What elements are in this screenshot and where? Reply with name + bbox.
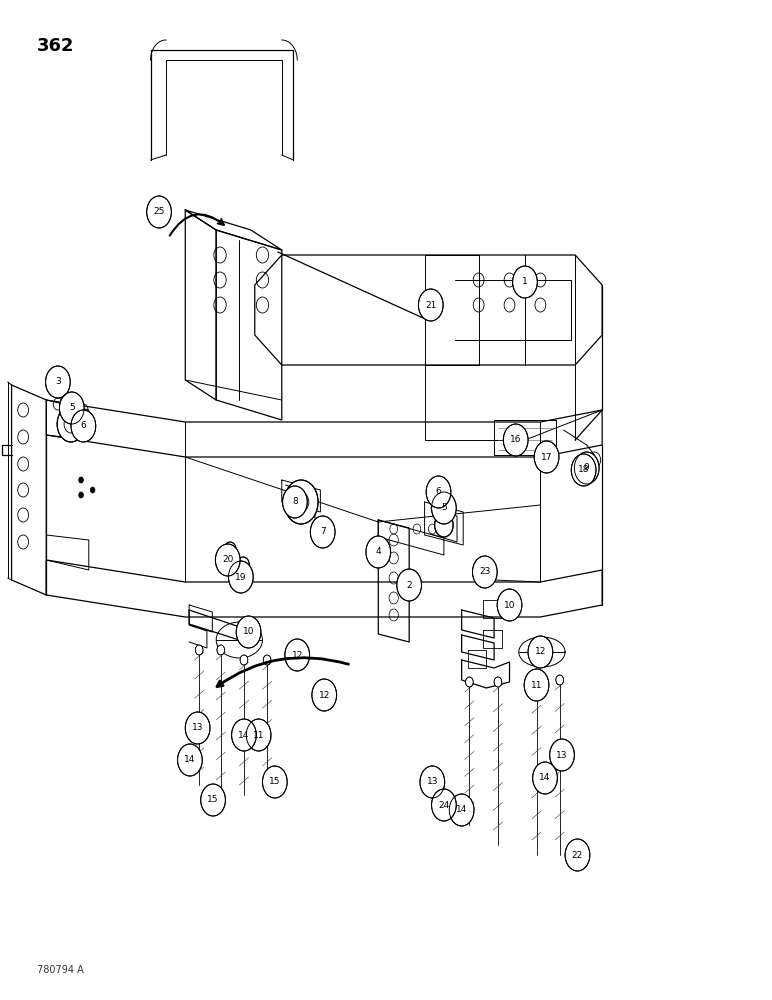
Text: 3: 3 xyxy=(55,377,61,386)
Circle shape xyxy=(71,410,96,442)
Circle shape xyxy=(513,266,537,298)
Text: 19: 19 xyxy=(235,572,246,582)
Circle shape xyxy=(246,719,271,751)
Circle shape xyxy=(224,542,236,558)
Circle shape xyxy=(310,516,335,548)
Circle shape xyxy=(449,794,474,826)
Text: 12: 12 xyxy=(319,690,330,700)
Circle shape xyxy=(565,839,590,871)
Text: 780794 A: 780794 A xyxy=(37,965,84,975)
Text: 5: 5 xyxy=(441,504,447,512)
Circle shape xyxy=(195,645,203,655)
Circle shape xyxy=(418,289,443,321)
Text: 9: 9 xyxy=(584,464,590,473)
Text: 15: 15 xyxy=(208,796,218,804)
Text: 10: 10 xyxy=(243,628,254,637)
Text: 10: 10 xyxy=(504,600,515,609)
Circle shape xyxy=(503,424,528,456)
Circle shape xyxy=(571,454,596,486)
Circle shape xyxy=(57,406,85,442)
Text: 11: 11 xyxy=(253,730,264,740)
Circle shape xyxy=(217,645,225,655)
Text: 23: 23 xyxy=(479,568,490,576)
Circle shape xyxy=(79,492,83,498)
Circle shape xyxy=(232,719,256,751)
Circle shape xyxy=(534,441,559,473)
Circle shape xyxy=(284,480,318,524)
Text: 13: 13 xyxy=(192,724,203,732)
Circle shape xyxy=(533,762,557,794)
Circle shape xyxy=(237,557,249,573)
Text: 7: 7 xyxy=(320,528,326,536)
Circle shape xyxy=(574,452,599,484)
Circle shape xyxy=(236,616,261,648)
Circle shape xyxy=(432,789,456,821)
Circle shape xyxy=(528,636,553,668)
Text: 5: 5 xyxy=(69,403,75,412)
Text: 11: 11 xyxy=(531,680,542,690)
Circle shape xyxy=(240,655,248,665)
Circle shape xyxy=(201,784,225,816)
Circle shape xyxy=(59,392,84,424)
Circle shape xyxy=(397,569,422,601)
Circle shape xyxy=(494,677,502,687)
Circle shape xyxy=(524,669,549,701)
Circle shape xyxy=(435,513,453,537)
Circle shape xyxy=(215,544,240,576)
Text: 6: 6 xyxy=(435,488,442,496)
Circle shape xyxy=(185,712,210,744)
Circle shape xyxy=(79,477,83,483)
Text: 21: 21 xyxy=(425,300,436,310)
Circle shape xyxy=(497,589,522,621)
Circle shape xyxy=(556,675,564,685)
Circle shape xyxy=(262,766,287,798)
Text: 6: 6 xyxy=(80,422,86,430)
Text: 14: 14 xyxy=(540,774,550,782)
Circle shape xyxy=(472,556,497,588)
Circle shape xyxy=(466,677,473,687)
Circle shape xyxy=(46,366,70,398)
Text: 13: 13 xyxy=(557,750,567,760)
Text: 14: 14 xyxy=(185,756,195,764)
Text: 12: 12 xyxy=(292,650,303,660)
Circle shape xyxy=(312,679,337,711)
Text: 18: 18 xyxy=(578,466,589,475)
Text: 17: 17 xyxy=(541,452,552,462)
Text: 1: 1 xyxy=(522,277,528,286)
Text: 24: 24 xyxy=(438,800,449,810)
Text: 25: 25 xyxy=(154,208,164,217)
Text: 2: 2 xyxy=(406,580,412,589)
Text: 13: 13 xyxy=(427,778,438,786)
Text: 14: 14 xyxy=(456,806,467,814)
Circle shape xyxy=(426,476,451,508)
Circle shape xyxy=(533,677,540,687)
Text: 22: 22 xyxy=(572,850,583,859)
Circle shape xyxy=(432,492,456,524)
Circle shape xyxy=(147,196,171,228)
Text: 4: 4 xyxy=(375,548,381,556)
Text: 362: 362 xyxy=(37,37,75,55)
Circle shape xyxy=(550,739,574,771)
Circle shape xyxy=(285,639,310,671)
Text: 14: 14 xyxy=(239,730,249,740)
Circle shape xyxy=(90,487,95,493)
Circle shape xyxy=(420,766,445,798)
Circle shape xyxy=(229,561,253,593)
Circle shape xyxy=(283,486,307,518)
Circle shape xyxy=(366,536,391,568)
Text: 16: 16 xyxy=(510,436,521,444)
Circle shape xyxy=(263,655,271,665)
Text: 15: 15 xyxy=(269,778,280,786)
Text: 8: 8 xyxy=(292,497,298,506)
Text: 12: 12 xyxy=(535,648,546,656)
Text: 20: 20 xyxy=(222,556,233,564)
Circle shape xyxy=(178,744,202,776)
